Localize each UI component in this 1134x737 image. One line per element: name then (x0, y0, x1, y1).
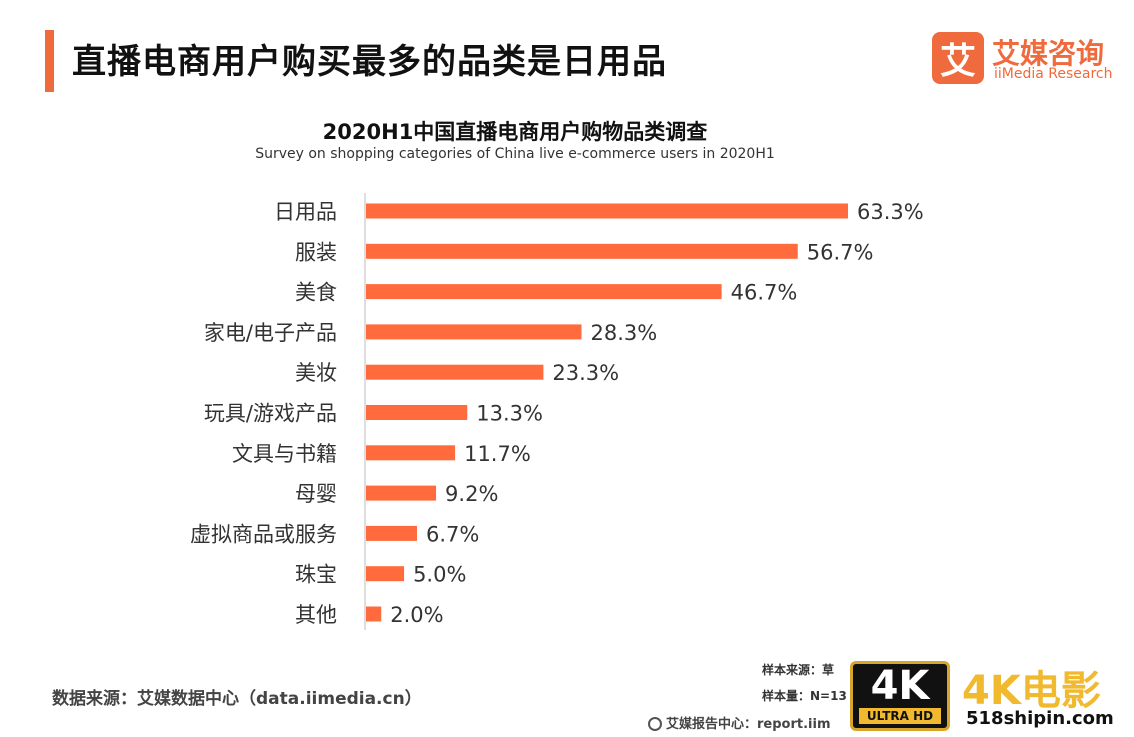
bar (366, 606, 382, 622)
watermark-badge: 4K ULTRA HD (850, 661, 950, 731)
report-center-text: 艾媒报告中心：report.iim (666, 717, 831, 732)
chart-subtitle: Survey on shopping categories of China l… (255, 146, 775, 162)
category-label: 其他 (295, 603, 337, 627)
bar (366, 243, 798, 259)
bar (366, 284, 722, 300)
value-label: 56.7% (807, 240, 874, 264)
bar (366, 525, 418, 541)
value-label: 5.0% (413, 563, 466, 587)
watermark-site: 518shipin.com (966, 708, 1114, 729)
page-title: 直播电商用户购买最多的品类是日用品 (72, 42, 667, 82)
category-label: 服装 (295, 240, 337, 264)
report-center: 艾媒报告中心：report.iim (648, 713, 831, 732)
brand-name-cn: 艾媒咨询 (992, 37, 1105, 70)
bar (366, 203, 848, 219)
value-label: 2.0% (390, 603, 443, 627)
value-label: 11.7% (464, 442, 531, 466)
value-label: 9.2% (445, 482, 498, 506)
category-label: 日用品 (274, 200, 337, 224)
category-label: 玩具/游戏产品 (204, 402, 337, 426)
chart-title: 2020H1中国直播电商用户购物品类调查 (322, 120, 708, 144)
value-label: 28.3% (590, 321, 657, 345)
category-label: 珠宝 (295, 563, 337, 587)
watermark-badge-main: 4K (870, 663, 930, 709)
brand-logo: 艾 艾媒咨询 iiMedia Research (932, 30, 1122, 86)
sample-source: 样本来源：草 (762, 663, 835, 677)
category-label: 美食 (295, 281, 337, 305)
data-source: 数据来源：艾媒数据中心（data.iimedia.cn） (52, 689, 422, 709)
value-label: 46.7% (731, 281, 798, 305)
value-label: 23.3% (552, 361, 619, 385)
value-label: 6.7% (426, 522, 479, 546)
category-label: 虚拟商品或服务 (190, 522, 337, 546)
brand-mark-icon: 艾 (932, 32, 984, 84)
category-label: 美妆 (295, 361, 337, 385)
bar (366, 566, 405, 582)
bar (366, 405, 468, 420)
value-label: 63.3% (857, 200, 924, 224)
sample-size: 样本量：N=13 (762, 689, 847, 703)
bar (366, 485, 437, 501)
bar (366, 364, 544, 380)
category-label: 母婴 (295, 482, 337, 506)
title-accent-bar (45, 30, 54, 92)
category-label: 文具与书籍 (232, 442, 337, 466)
bar (366, 445, 456, 461)
globe-icon (648, 717, 662, 731)
bar (366, 324, 582, 340)
category-label: 家电/电子产品 (204, 321, 337, 345)
watermark-title: 4K电影 (962, 668, 1101, 714)
value-label: 13.3% (476, 402, 543, 426)
brand-name-en: iiMedia Research (994, 66, 1113, 82)
watermark-badge-sub: ULTRA HD (859, 708, 941, 724)
